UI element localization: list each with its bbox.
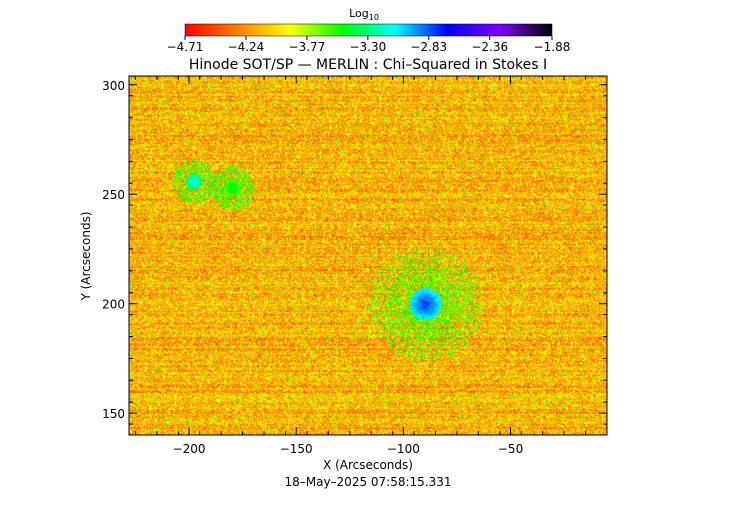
colorbar [184, 23, 553, 37]
y-tick-label: 250 [102, 188, 125, 202]
colorbar-label: Log10 [349, 7, 379, 22]
colorbar-tick-label: −1.88 [534, 40, 571, 54]
colorbar-tick-label: −4.24 [228, 40, 265, 54]
y-axis-title: Y (Arcseconds) [79, 211, 93, 301]
timestamp: 18–May–2025 07:58:15.331 [284, 475, 451, 489]
heatmap-image [129, 76, 607, 435]
y-tick-label: 300 [102, 79, 125, 93]
colorbar-tick-label: −3.77 [289, 40, 326, 54]
colorbar-tick-label: −4.71 [167, 40, 204, 54]
y-tick-label: 150 [102, 407, 125, 421]
y-tick-label: 200 [102, 298, 125, 312]
plot-frame [128, 75, 608, 436]
x-tick-label: −200 [173, 442, 206, 456]
x-tick-label: −150 [280, 442, 313, 456]
colorbar-ticks: −4.71 −4.24 −3.77 −3.30 −2.83 −2.36 −1.88 [167, 36, 571, 54]
x-axis: −200 −150 −100 −50 [134, 76, 608, 456]
chart-title: Hinode SOT/SP — MERLIN : Chi–Squared in … [189, 57, 547, 73]
colorbar-tick-label: −2.83 [410, 40, 447, 54]
colorbar-tick-label: −2.36 [471, 40, 508, 54]
x-tick-label: −50 [498, 442, 523, 456]
y-axis: 150 200 250 300 [102, 79, 607, 425]
x-axis-title: X (Arcseconds) [323, 458, 413, 472]
colorbar-tick-label: −3.30 [349, 40, 386, 54]
x-tick-label: −100 [387, 442, 420, 456]
